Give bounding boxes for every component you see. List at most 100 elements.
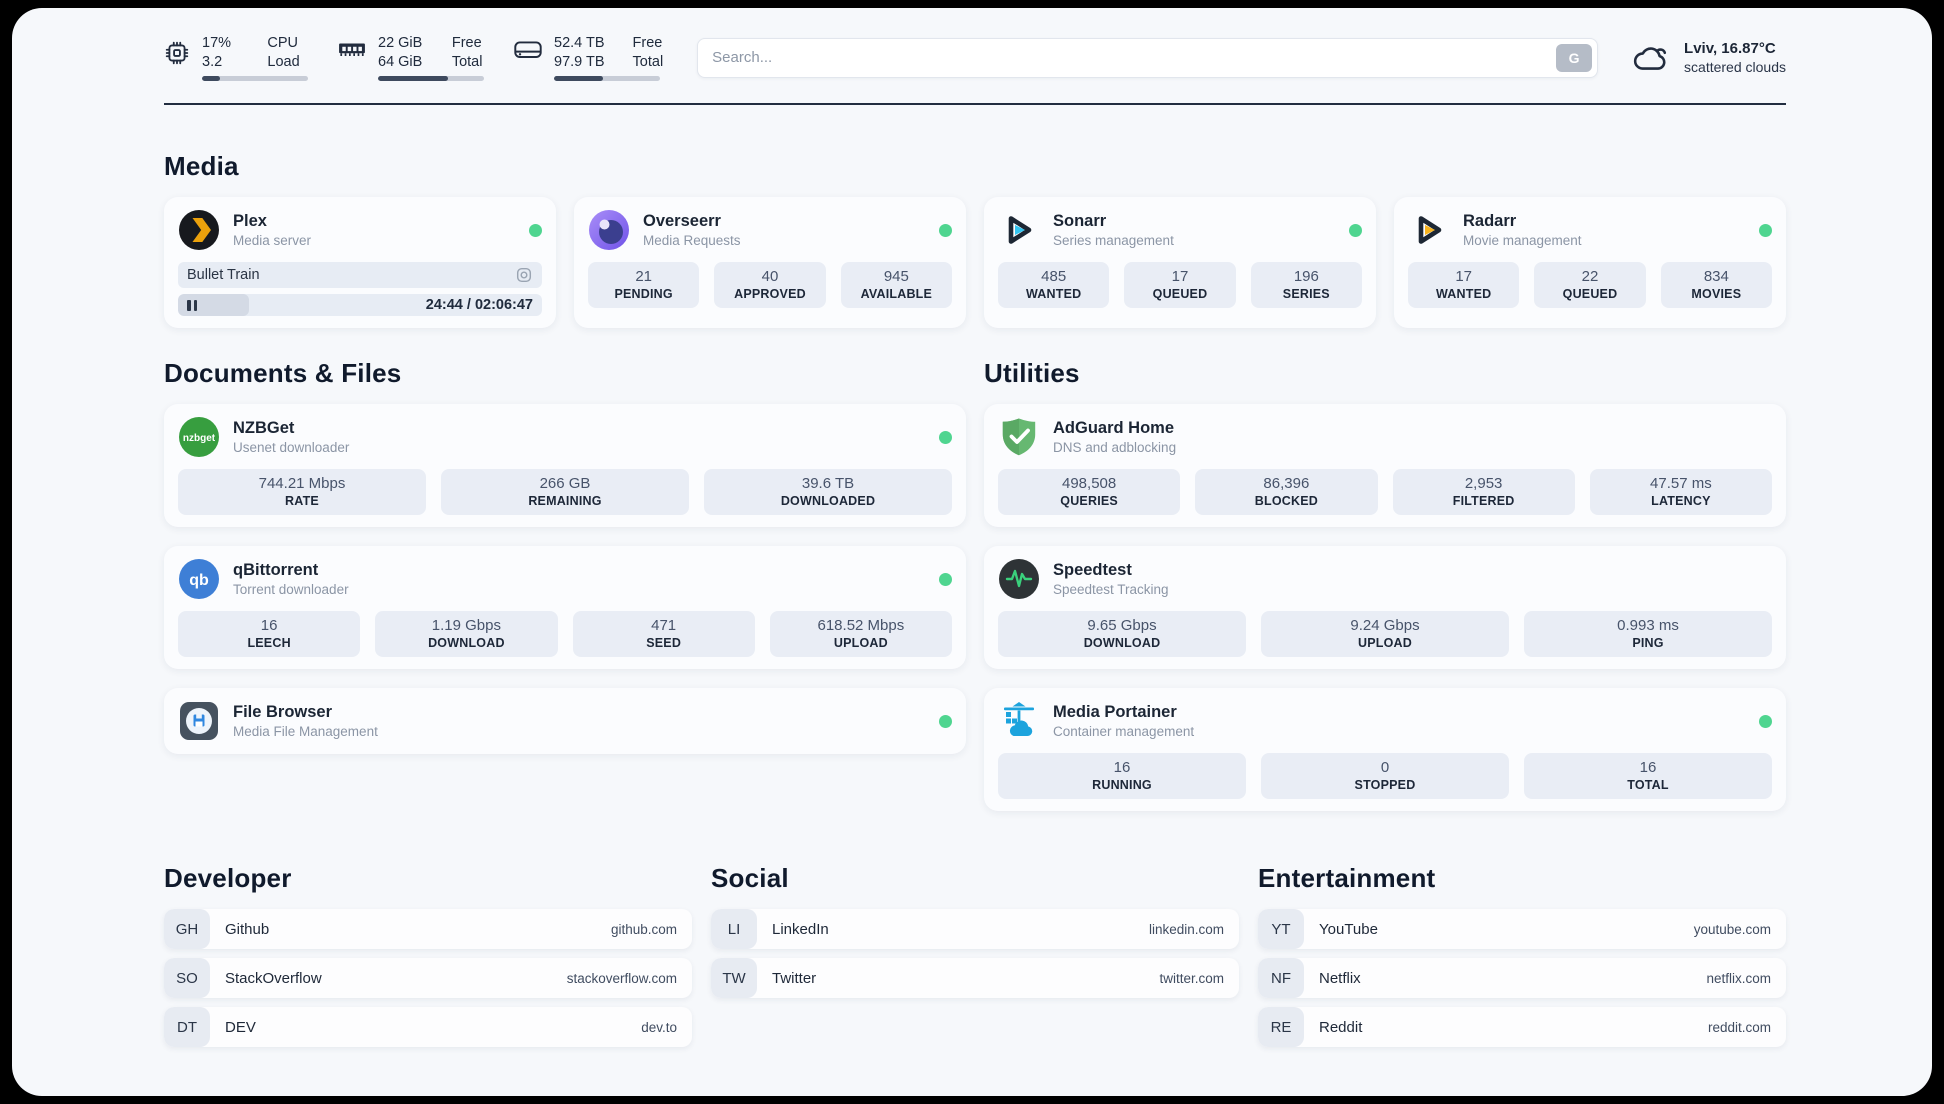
session-info-icon[interactable] (515, 266, 533, 284)
stat-approved: 40 APPROVED (714, 262, 826, 309)
app-card-plex[interactable]: Plex Media server Bullet Train 24:44 / 0… (164, 197, 556, 329)
stat-wanted: 485 WANTED (998, 262, 1110, 309)
app-card-sonarr[interactable]: Sonarr Series management 485 WANTED 17 QUE… (984, 197, 1376, 329)
link-netflix[interactable]: NF Netflix netflix.com (1258, 958, 1786, 999)
app-name: Media Portainer (1053, 703, 1177, 722)
link-badge: DT (164, 1007, 210, 1048)
link-name: LinkedIn (772, 920, 829, 938)
app-desc: Media File Management (233, 724, 378, 740)
stat-seed: 471 SEED (572, 611, 755, 658)
stat-filtered: 2,953 FILTERED (1392, 469, 1575, 516)
ram-icon (338, 40, 366, 60)
section-title-documents: Documents & Files (164, 358, 402, 389)
app-card-qbittorrent[interactable]: qb qBittorrent Torrent downloader 16 LEEC… (164, 546, 966, 670)
link-url: stackoverflow.com (566, 970, 677, 986)
entertainment-column: Entertainment YT YouTube youtube.com NF … (1258, 863, 1786, 1048)
weather-location-temp: Lviv, 16.87°C (1684, 40, 1776, 58)
stat-ping: 0.993 ms PING (1524, 611, 1772, 658)
status-dot (939, 714, 952, 728)
link-youtube[interactable]: YT YouTube youtube.com (1258, 909, 1786, 950)
disk-total-value: 97.9 TB (554, 54, 605, 71)
app-desc: Speedtest Tracking (1053, 582, 1169, 598)
playback-progress-bar[interactable]: 24:44 / 02:06:47 (178, 294, 542, 317)
app-desc: Usenet downloader (233, 440, 350, 456)
status-dot (1759, 714, 1772, 728)
app-card-overseerr[interactable]: Overseerr Media Requests 21 PENDING 40 APP… (574, 197, 966, 329)
dashboard: 17% CPU 3.2 Load (12, 8, 1932, 1096)
stat-queries: 498,508 QUERIES (998, 469, 1181, 516)
nzbget-icon: nzbget (178, 416, 220, 458)
link-stackoverflow[interactable]: SO StackOverflow stackoverflow.com (164, 958, 692, 999)
search-input[interactable] (698, 49, 1598, 67)
system-monitors: 17% CPU 3.2 Load (164, 34, 663, 82)
qbittorrent-icon: qb (178, 558, 220, 600)
cpu-icon (164, 40, 190, 66)
link-badge: YT (1258, 909, 1304, 950)
section-title-utilities: Utilities (984, 358, 1080, 389)
portainer-icon (998, 700, 1040, 742)
header-divider (164, 103, 1786, 106)
link-url: linkedin.com (1148, 921, 1224, 937)
app-name: Sonarr (1053, 212, 1107, 231)
app-card-nzbget[interactable]: nzbget NZBGet Usenet downloader 744.21 M… (164, 404, 966, 528)
cpu-usage-value: 17% (202, 35, 232, 51)
stat-rate: 744.21 Mbps RATE (178, 469, 426, 516)
link-url: reddit.com (1707, 1019, 1771, 1035)
link-url: twitter.com (1159, 970, 1224, 986)
utilities-column: Utilities AdGuard Home DNS and adblockin… (984, 358, 1786, 812)
disk-widget: 52.4 TB Free 97.9 TB Total (514, 34, 663, 82)
app-desc: Series management (1053, 233, 1174, 249)
svg-text:nzbget: nzbget (183, 433, 216, 444)
link-name: YouTube (1319, 920, 1378, 938)
app-card-portainer[interactable]: Media Portainer Container management 16 R… (984, 688, 1786, 812)
stat-upload: 618.52 Mbps UPLOAD (769, 611, 952, 658)
link-badge: LI (711, 909, 757, 950)
weather-condition: scattered clouds (1684, 59, 1786, 76)
cpu-load-value: 3.2 (202, 54, 223, 71)
stat-running: 16 RUNNING (998, 753, 1246, 800)
speedtest-icon (998, 558, 1040, 600)
stat-blocked: 86,396 BLOCKED (1195, 469, 1378, 516)
app-card-adguard[interactable]: AdGuard Home DNS and adblocking 498,508 Q… (984, 404, 1786, 528)
section-title-developer: Developer (164, 863, 292, 894)
app-name: Overseerr (643, 212, 721, 231)
link-name: Netflix (1319, 969, 1361, 987)
status-dot (939, 223, 952, 237)
link-url: youtube.com (1693, 921, 1771, 937)
link-twitter[interactable]: TW Twitter twitter.com (711, 958, 1239, 999)
app-card-filebrowser[interactable]: File Browser Media File Management (164, 688, 966, 755)
link-reddit[interactable]: RE Reddit reddit.com (1258, 1007, 1786, 1048)
status-dot (939, 572, 952, 586)
disk-icon (514, 40, 542, 60)
stat-download: 9.65 Gbps DOWNLOAD (998, 611, 1246, 658)
app-desc: Movie management (1463, 233, 1582, 249)
filebrowser-icon (178, 700, 220, 742)
link-badge: TW (711, 958, 757, 999)
top-bar: 17% CPU 3.2 Load (164, 34, 1786, 82)
radarr-icon (1408, 209, 1450, 251)
app-desc: Media server (233, 233, 312, 249)
weather-widget: Lviv, 16.87°C scattered clouds (1632, 40, 1786, 75)
stat-wanted: 17 WANTED (1408, 262, 1520, 309)
link-name: Github (225, 920, 270, 938)
cpu-usage-label: CPU (267, 35, 298, 51)
developer-column: Developer GH Github github.com SO StackO… (164, 863, 692, 1048)
stat-queued: 22 QUEUED (1534, 262, 1646, 309)
link-dev[interactable]: DT DEV dev.to (164, 1007, 692, 1048)
memory-total-value: 64 GiB (378, 54, 423, 71)
now-playing-row: Bullet Train (178, 262, 542, 289)
now-playing-title: Bullet Train (187, 267, 260, 284)
adguard-icon (998, 416, 1040, 458)
link-badge: SO (164, 958, 210, 999)
search-engine-button[interactable]: G (1556, 43, 1593, 72)
memory-free-value: 22 GiB (378, 35, 423, 51)
link-github[interactable]: GH Github github.com (164, 909, 692, 950)
app-card-speedtest[interactable]: Speedtest Speedtest Tracking 9.65 Gbps DO… (984, 546, 1786, 670)
app-card-radarr[interactable]: Radarr Movie management 17 WANTED 22 QUEUE… (1394, 197, 1786, 329)
app-desc: Media Requests (643, 233, 741, 249)
app-name: Speedtest (1053, 561, 1132, 580)
link-url: dev.to (641, 1019, 677, 1035)
app-desc: Container management (1053, 724, 1195, 740)
link-linkedin[interactable]: LI LinkedIn linkedin.com (711, 909, 1239, 950)
playback-time: 24:44 / 02:06:47 (425, 297, 533, 314)
